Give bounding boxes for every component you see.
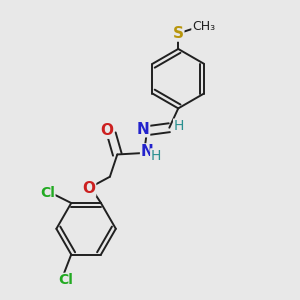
Text: N: N xyxy=(137,122,149,137)
Text: H: H xyxy=(151,149,161,163)
Text: CH₃: CH₃ xyxy=(192,20,215,33)
Text: Cl: Cl xyxy=(40,186,55,200)
Text: Cl: Cl xyxy=(58,273,73,287)
Text: O: O xyxy=(100,123,113,138)
Text: N: N xyxy=(141,144,153,159)
Text: O: O xyxy=(82,181,96,196)
Text: S: S xyxy=(173,26,184,41)
Text: H: H xyxy=(174,119,184,133)
